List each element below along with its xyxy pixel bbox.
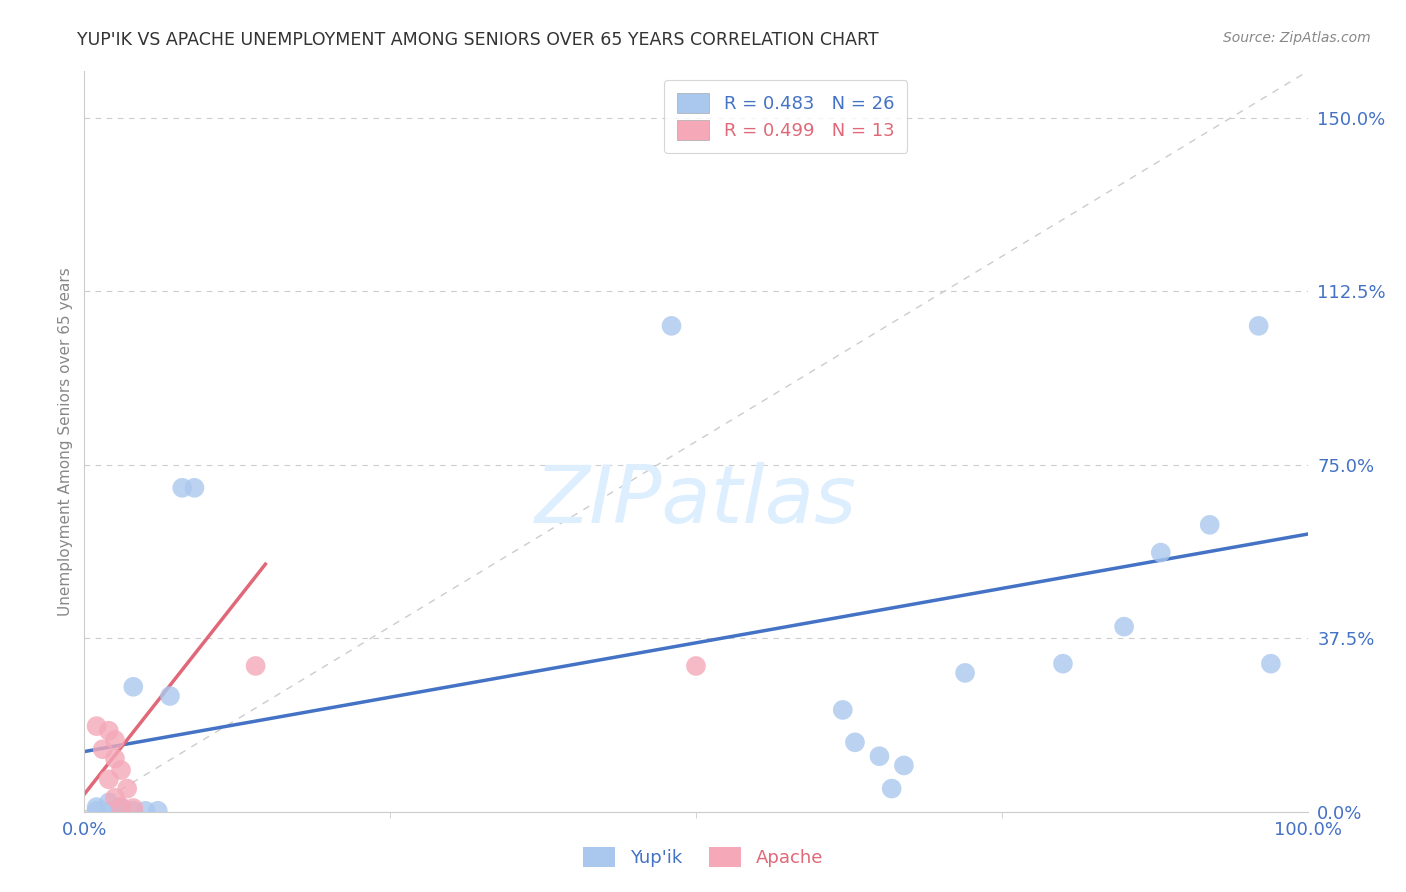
Point [1150,545,1173,560]
Point [86,804,108,818]
Point [183,481,205,495]
Legend: Yup'ik, Apache: Yup'ik, Apache [575,839,831,874]
Y-axis label: Unemployment Among Seniors over 65 years: Unemployment Among Seniors over 65 years [58,268,73,615]
Point [685,659,707,673]
Point [953,665,976,680]
Point [1114,619,1136,633]
Point [97,772,120,787]
Point [91,742,114,756]
Point [122,801,145,815]
Point [86,719,108,733]
Point [97,804,120,818]
Point [115,781,138,796]
Point [172,481,194,495]
Text: Source: ZipAtlas.com: Source: ZipAtlas.com [1223,31,1371,45]
Point [1260,657,1282,671]
Point [831,703,853,717]
Legend: R = 0.483   N = 26, R = 0.499   N = 13: R = 0.483 N = 26, R = 0.499 N = 13 [664,80,907,153]
Point [122,680,145,694]
Point [104,751,127,765]
Text: ZIPatlas: ZIPatlas [534,462,858,540]
Point [110,800,132,814]
Point [159,689,181,703]
Point [1052,657,1074,671]
Point [869,749,891,764]
Point [97,796,120,810]
Point [104,733,127,747]
Point [86,800,108,814]
Point [880,781,903,796]
Point [661,318,683,333]
Point [1198,517,1220,532]
Point [104,790,127,805]
Text: YUP'IK VS APACHE UNEMPLOYMENT AMONG SENIORS OVER 65 YEARS CORRELATION CHART: YUP'IK VS APACHE UNEMPLOYMENT AMONG SENI… [77,31,879,49]
Point [122,804,145,818]
Point [135,804,157,818]
Point [893,758,915,772]
Point [245,659,267,673]
Point [110,800,132,814]
Point [97,723,120,738]
Point [146,804,169,818]
Point [844,735,866,749]
Point [110,804,132,818]
Point [110,763,132,777]
Point [1247,318,1270,333]
